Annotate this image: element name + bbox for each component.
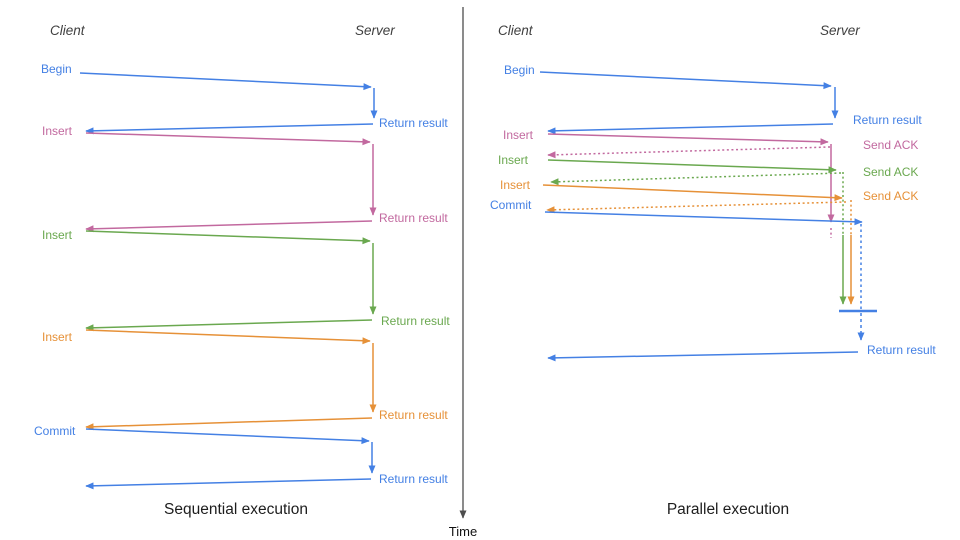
par-server-header: Server: [820, 23, 860, 38]
par-insert3-label: Insert: [500, 178, 531, 192]
par-return1-label: Return result: [853, 113, 922, 127]
parallel-insert1-flow: [547, 133, 835, 238]
sequential-insert1-flow: [85, 132, 377, 233]
par-client-header: Client: [498, 23, 533, 38]
seq-client-header: Client: [50, 23, 85, 38]
seq-insert3-label: Insert: [42, 330, 73, 344]
par-commit-label: Commit: [490, 198, 532, 212]
sequential-begin-flow: [79, 72, 378, 135]
seq-return3-label: Return result: [381, 314, 450, 328]
sequential-insert3-flow: [85, 329, 377, 431]
time-axis-label: Time: [448, 524, 478, 539]
seq-server-header: Server: [355, 23, 395, 38]
par-return2-label: Return result: [867, 343, 936, 357]
parallel-title: Parallel execution: [666, 501, 790, 518]
seq-return4-label: Return result: [379, 408, 448, 422]
seq-insert1-label: Insert: [42, 124, 73, 138]
sequential-commit-flow: [85, 428, 376, 490]
par-ack3-label: Send ACK: [863, 189, 919, 203]
par-insert2-label: Insert: [498, 153, 529, 167]
par-begin-label: Begin: [504, 63, 535, 77]
par-ack2-label: Send ACK: [863, 165, 919, 179]
seq-begin-label: Begin: [41, 62, 72, 76]
parallel-insert3-flow: [542, 184, 855, 305]
seq-return5-label: Return result: [379, 472, 448, 486]
seq-commit-label: Commit: [34, 424, 76, 438]
parallel-insert2-flow: [547, 159, 847, 305]
par-ack1-label: Send ACK: [863, 138, 919, 152]
parallel-begin-flow: [539, 71, 839, 135]
sequential-insert2-flow: [85, 230, 377, 332]
sequential-title: Sequential execution: [164, 501, 308, 518]
seq-return1-label: Return result: [379, 116, 448, 130]
seq-return2-label: Return result: [379, 211, 448, 225]
seq-insert2-label: Insert: [42, 228, 73, 242]
parallel-commit-flow: [544, 211, 877, 362]
par-insert1-label: Insert: [503, 128, 534, 142]
